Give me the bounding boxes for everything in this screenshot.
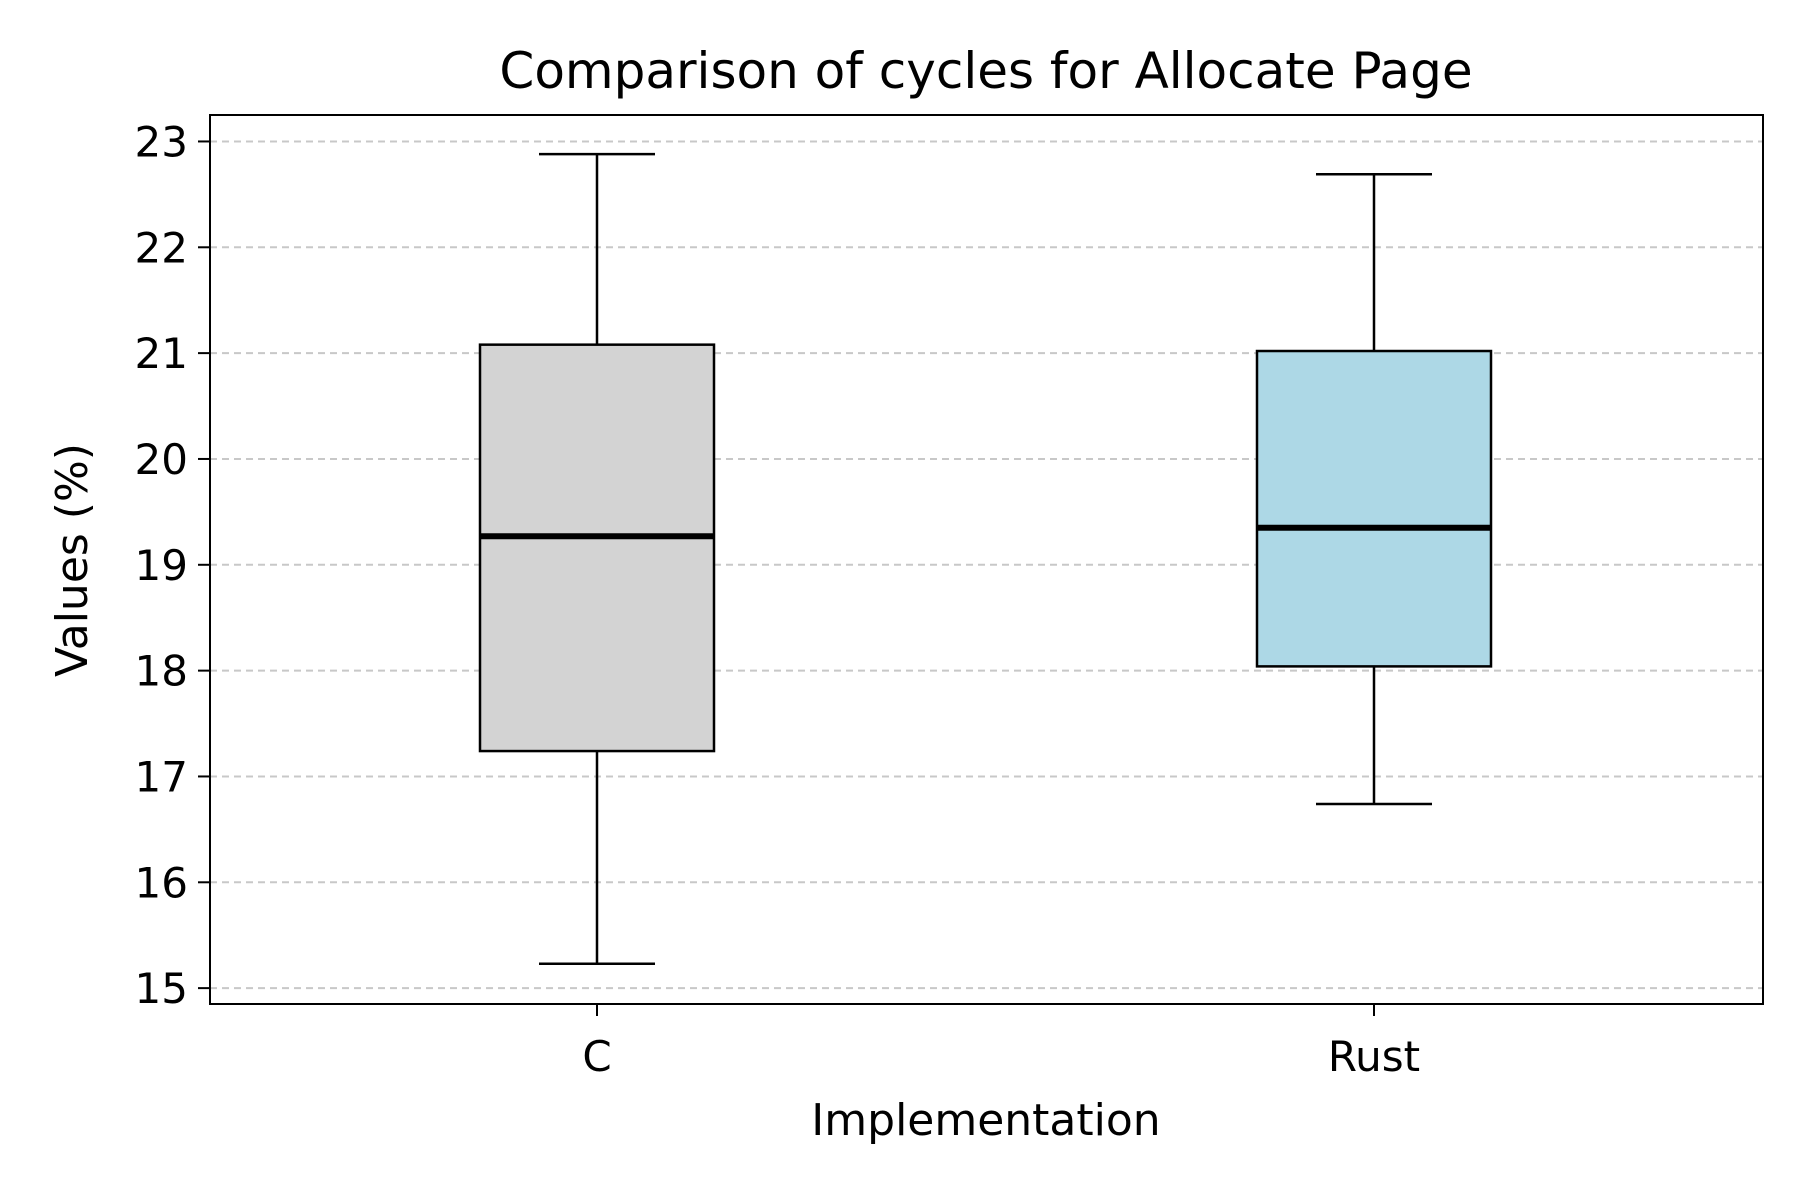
grid-lines [210,140,1763,990]
x-tick-label-c: C [582,1032,611,1081]
x-axis-label: Implementation [811,1095,1160,1146]
y-tick-label-20: 20 [135,435,188,484]
y-axis-label: Values (%) [47,443,98,677]
iqr-box-c [478,343,716,753]
iqr-box-rust [1255,349,1493,668]
x-tick-label-rust: Rust [1328,1032,1420,1081]
plot-background [210,115,1763,1004]
y-tick-label-15: 15 [135,964,188,1013]
y-tick-label-21: 21 [135,329,188,378]
y-tick-label-22: 22 [135,223,188,272]
y-tick-label-19: 19 [135,541,188,590]
y-tick-label-23: 23 [135,117,188,166]
y-tick-label-17: 17 [135,752,188,801]
plot-frame [209,114,1764,1005]
box-group-rust [1255,173,1493,806]
boxes-layer [478,152,1493,966]
x-axis: C Rust [582,1004,1420,1081]
box-group-c [478,152,716,966]
y-tick-label-16: 16 [135,858,188,907]
y-axis: 15 16 17 18 19 20 21 22 23 [135,117,210,1013]
y-tick-label-18: 18 [135,647,188,696]
chart-title: Comparison of cycles for Allocate Page [499,42,1472,100]
